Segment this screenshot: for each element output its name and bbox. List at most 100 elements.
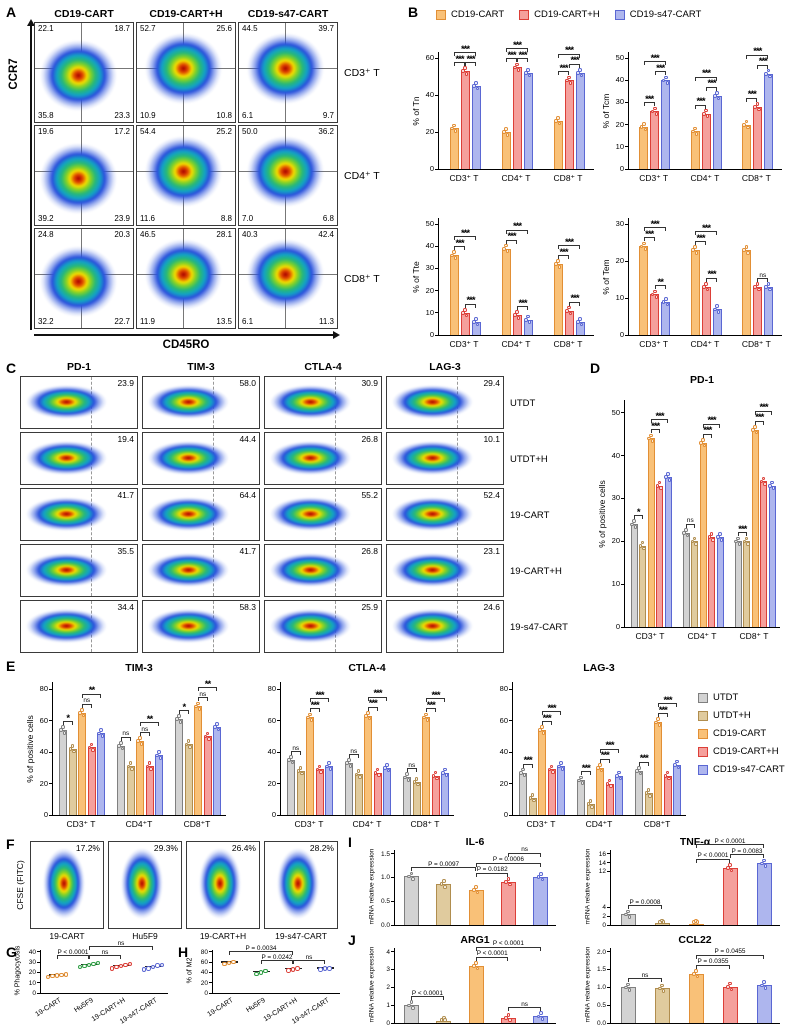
- data-point: [123, 962, 128, 968]
- y-tick: [209, 951, 213, 953]
- bar-CD19-s47-CART: [712, 95, 722, 169]
- y-tick: [277, 688, 281, 690]
- significance-label: ***: [315, 689, 324, 701]
- percent-value: 26.8: [361, 546, 378, 556]
- bar-CD19-CART: [699, 442, 707, 627]
- bar-CD19-CART: [422, 717, 430, 815]
- data-point: [196, 701, 200, 706]
- data-point: [565, 309, 569, 313]
- legend-item: CD19-CART: [698, 728, 785, 739]
- significance-label: *: [182, 701, 186, 713]
- bar-UTDT: [682, 532, 690, 627]
- y-tick: [625, 124, 629, 126]
- data-point: [263, 968, 268, 974]
- quadrant-value-ll: 11.6: [140, 214, 155, 223]
- marker-column-title: PD-1: [67, 361, 91, 373]
- y-tick: [209, 982, 213, 984]
- bar-CD19-CART+H: [512, 315, 522, 335]
- data-point: [702, 285, 706, 289]
- y-tick: [391, 900, 395, 902]
- data-point: [661, 78, 666, 83]
- data-point: [325, 764, 329, 769]
- data-point: [762, 858, 766, 863]
- data-point: [704, 282, 708, 286]
- data-point: [178, 719, 183, 724]
- panel-g-phagocytosis-scatter: G % Phagocytosis 0 10 20 30 40 P < 0.0001 ns ns 1…: [4, 940, 174, 1028]
- data-point: [560, 767, 565, 771]
- significance-label: ***: [518, 49, 527, 61]
- significance-label: P < 0.0001: [57, 948, 89, 956]
- y-tick: [49, 720, 53, 721]
- bar-UTDT+H: [644, 793, 653, 815]
- bar-CD19-s47-CART: [325, 766, 333, 815]
- percent-value: 28.2%: [309, 843, 334, 853]
- y-tick-label: 20: [425, 285, 434, 295]
- data-point: [405, 772, 409, 776]
- significance-bracket: [695, 104, 706, 109]
- y-tick-label: 0.0: [380, 922, 390, 929]
- bar-CD19-s47-CART: [712, 309, 722, 335]
- data-point: [258, 970, 264, 975]
- chart-h_m2: % of M2 0 20 40 60 80 P = 0.0242 ns P = 0.0034 19…: [182, 944, 344, 1028]
- quadrant-value-ur: 18.7: [114, 24, 130, 33]
- significance-bracket: [426, 698, 445, 703]
- data-point: [711, 537, 715, 542]
- gray-legend-swatch: [698, 692, 708, 703]
- y-axis-title: % of Tcm: [601, 93, 611, 129]
- chart-d_pd1: PD-1% of positive cells 0 10 20 30 40 50 *** ns *…: [592, 374, 784, 652]
- data-point: [699, 441, 703, 445]
- density-blob: [147, 440, 229, 476]
- legend-item: CD19-CART+H: [519, 9, 600, 20]
- data-point: [146, 965, 151, 971]
- significance-label: ***: [696, 96, 705, 107]
- significance-label: ***: [455, 53, 464, 65]
- significance-bracket: [696, 858, 730, 863]
- significance-label: ns: [521, 846, 528, 854]
- legend-label: UTDT: [713, 692, 739, 703]
- significance-bracket: [517, 58, 528, 63]
- significance-bracket: [651, 429, 660, 434]
- data-point: [347, 758, 351, 762]
- significance-label: ns: [686, 517, 694, 525]
- data-point: [665, 81, 670, 85]
- y-tick: [625, 57, 629, 59]
- percent-value: 26.4%: [231, 843, 256, 853]
- data-point: [508, 1018, 512, 1022]
- significance-label: ns: [83, 697, 91, 705]
- significance-bracket: [686, 523, 695, 528]
- y-tick-label: 30: [28, 959, 36, 966]
- data-point: [149, 767, 153, 771]
- y-tick-label: 20: [200, 979, 208, 987]
- data-point: [356, 769, 361, 773]
- data-point: [327, 965, 332, 971]
- data-point: [295, 965, 300, 971]
- data-point: [475, 86, 480, 91]
- plot-caption: 19-s47-CART: [275, 931, 327, 941]
- bar-UTDT+H: [412, 781, 421, 815]
- significance-bracket: [558, 245, 580, 249]
- significance-bracket: [696, 844, 764, 849]
- data-point: [757, 107, 761, 112]
- data-point: [638, 544, 643, 548]
- significance-bracket: [368, 696, 387, 701]
- arrow-right-icon: [333, 331, 340, 339]
- data-point: [424, 712, 428, 717]
- chart-title: IL-6: [465, 836, 485, 848]
- significance-label: ***: [747, 89, 757, 101]
- significance-label: ***: [753, 46, 762, 58]
- x-category-label: CD8⁺ T: [741, 173, 771, 183]
- flow-plot: 46.5 28.1 11.9 13.5: [136, 228, 236, 329]
- data-point: [768, 483, 772, 488]
- data-point: [433, 770, 438, 775]
- data-point: [656, 717, 660, 721]
- data-point: [579, 322, 584, 327]
- data-point: [327, 761, 331, 765]
- data-point: [425, 718, 430, 722]
- plot-area: 0 20 40 60 80 *** *** *** *** *** *** *** *** ***: [500, 682, 686, 819]
- flow-plot: 41.7: [142, 544, 260, 597]
- y-tick: [209, 992, 213, 994]
- density-blob: [144, 238, 223, 311]
- y-tick-label: 0: [619, 330, 624, 339]
- data-point: [150, 964, 156, 970]
- data-point: [184, 742, 189, 747]
